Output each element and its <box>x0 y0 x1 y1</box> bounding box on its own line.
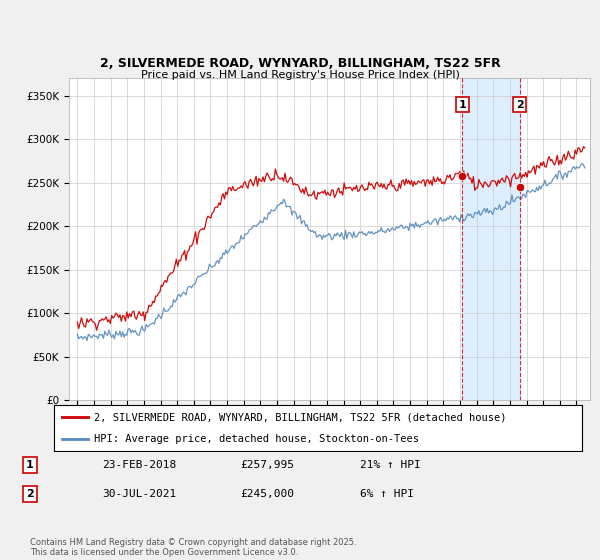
Text: HPI: Average price, detached house, Stockton-on-Tees: HPI: Average price, detached house, Stoc… <box>94 435 419 444</box>
Text: Price paid vs. HM Land Registry's House Price Index (HPI): Price paid vs. HM Land Registry's House … <box>140 69 460 80</box>
Text: Contains HM Land Registry data © Crown copyright and database right 2025.
This d: Contains HM Land Registry data © Crown c… <box>30 538 356 557</box>
Text: 2, SILVERMEDE ROAD, WYNYARD, BILLINGHAM, TS22 5FR: 2, SILVERMEDE ROAD, WYNYARD, BILLINGHAM,… <box>100 57 500 70</box>
Text: 2: 2 <box>516 100 523 110</box>
Text: 1: 1 <box>458 100 466 110</box>
Text: 1: 1 <box>26 460 34 470</box>
Text: 23-FEB-2018: 23-FEB-2018 <box>102 460 176 470</box>
Text: 2: 2 <box>26 489 34 498</box>
Text: £245,000: £245,000 <box>240 489 294 498</box>
Text: 21% ↑ HPI: 21% ↑ HPI <box>360 460 421 470</box>
Text: 30-JUL-2021: 30-JUL-2021 <box>102 489 176 498</box>
Bar <box>462 78 520 400</box>
Text: 6% ↑ HPI: 6% ↑ HPI <box>360 489 414 498</box>
Text: £257,995: £257,995 <box>240 460 294 470</box>
Text: 2, SILVERMEDE ROAD, WYNYARD, BILLINGHAM, TS22 5FR (detached house): 2, SILVERMEDE ROAD, WYNYARD, BILLINGHAM,… <box>94 412 506 422</box>
